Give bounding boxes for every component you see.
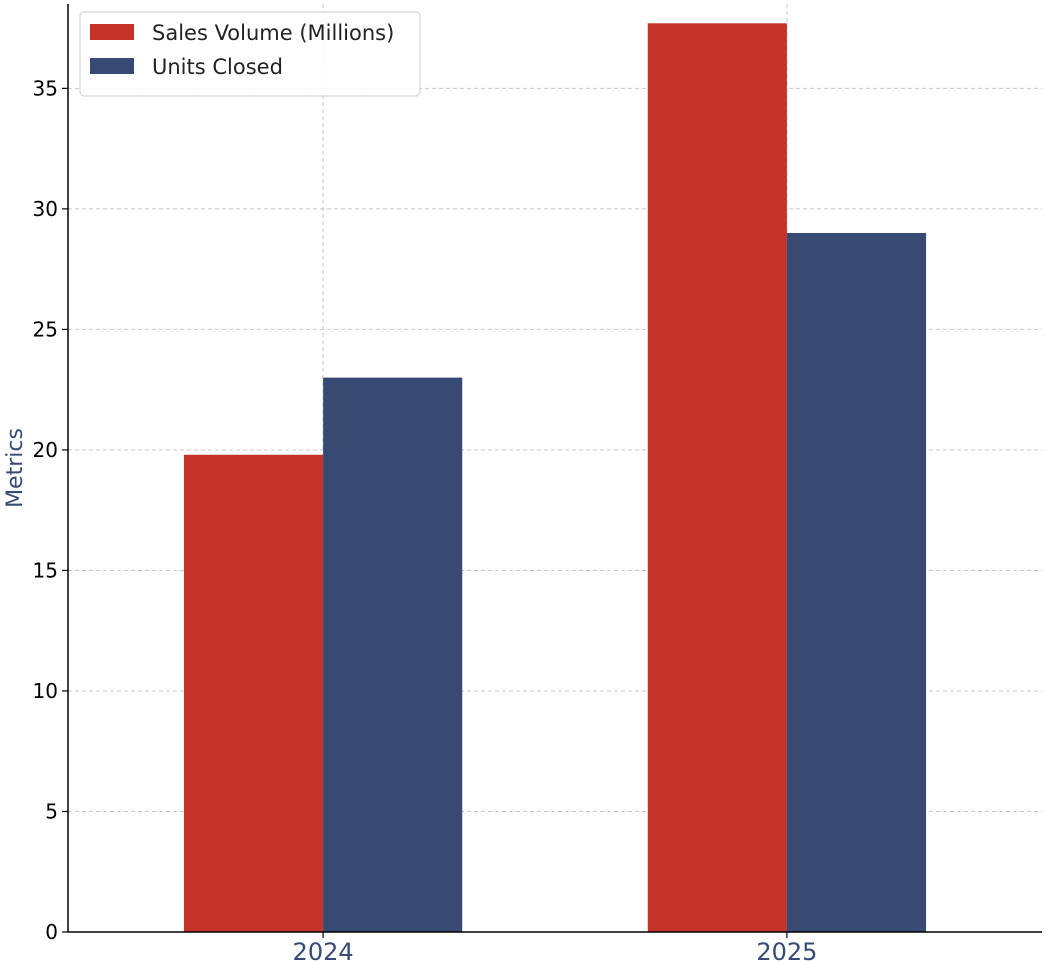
y-axis-label: Metrics [3, 428, 28, 508]
y-tick-label: 30 [33, 197, 58, 221]
x-tick-label: 2024 [293, 938, 354, 961]
bar [183, 454, 324, 932]
legend-label: Units Closed [152, 55, 283, 79]
legend-swatch [90, 58, 134, 74]
axes [67, 4, 1042, 933]
legend-label: Sales Volume (Millions) [152, 21, 394, 45]
y-tick-label: 20 [33, 438, 58, 462]
bars [183, 23, 927, 933]
y-tick-label: 10 [33, 679, 58, 703]
legend: Sales Volume (Millions) Units Closed [79, 11, 421, 97]
y-tick-label: 25 [33, 317, 58, 341]
y-tick-label: 15 [33, 558, 58, 582]
bar [647, 23, 787, 932]
x-axis-ticks: 2024 2025 [293, 932, 817, 961]
y-tick-label: 0 [45, 920, 58, 944]
bar [786, 232, 927, 933]
y-tick-label: 5 [45, 799, 58, 823]
y-tick-label: 35 [33, 76, 58, 100]
y-axis-ticks: 0 5 10 15 20 25 30 35 [33, 76, 68, 944]
legend-swatch [90, 24, 134, 40]
x-tick-label: 2025 [756, 938, 817, 961]
legend-frame [79, 11, 421, 97]
bar [323, 377, 463, 933]
